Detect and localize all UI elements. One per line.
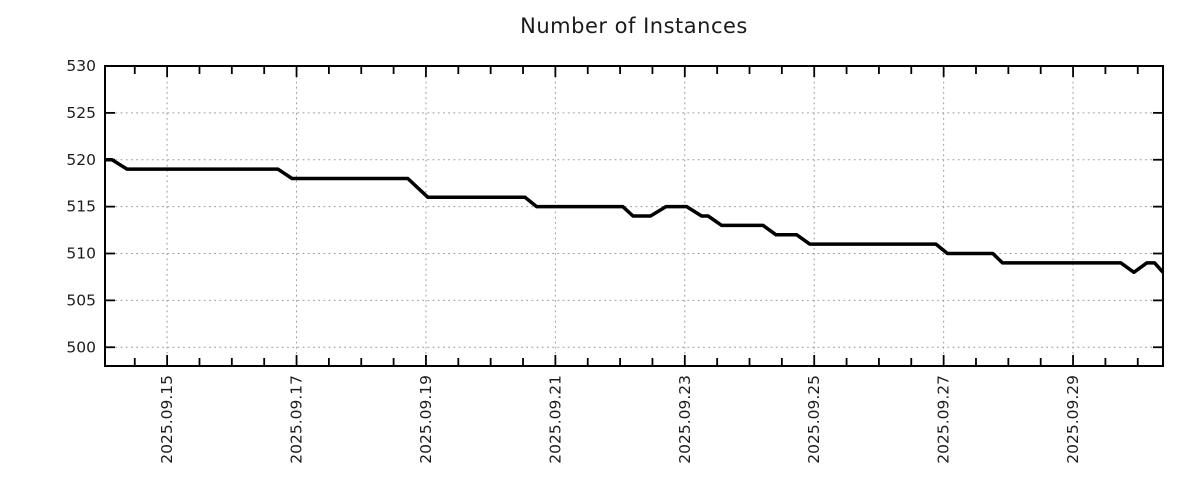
data-series-line — [105, 158, 1165, 275]
y-tick-label: 510 — [66, 245, 96, 263]
y-tick-label: 505 — [66, 291, 96, 309]
x-tick-label: 2025.09.25 — [805, 375, 823, 464]
y-tick-label: 530 — [66, 57, 96, 75]
x-tick-label: 2025.09.15 — [158, 375, 176, 464]
x-tick-label: 2025.09.17 — [288, 375, 306, 464]
y-tick-label: 515 — [66, 198, 96, 216]
x-tick-label: 2025.09.21 — [546, 375, 564, 464]
y-tick-label: 520 — [66, 151, 96, 169]
x-tick-label: 2025.09.27 — [935, 375, 953, 464]
plot-border — [104, 65, 1164, 367]
x-tick-label: 2025.09.23 — [676, 375, 694, 464]
chart-title: Number of Instances — [520, 14, 748, 38]
x-tick-label: 2025.09.29 — [1064, 375, 1082, 464]
y-tick-label: 500 — [66, 338, 96, 356]
x-tick-label: 2025.09.19 — [417, 375, 435, 464]
y-tick-label: 525 — [66, 104, 96, 122]
